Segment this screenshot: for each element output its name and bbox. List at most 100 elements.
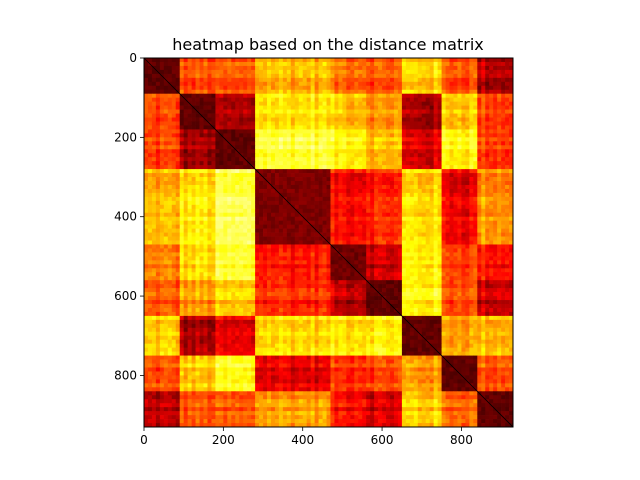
heatmap-cell xyxy=(215,181,220,186)
heatmap-cell xyxy=(350,177,355,182)
heatmap-cell xyxy=(191,244,196,249)
heatmap-cell xyxy=(497,113,502,118)
heatmap-cell xyxy=(203,125,208,130)
heatmap-cell xyxy=(374,224,379,229)
heatmap-cell xyxy=(274,61,280,67)
heatmap-cell xyxy=(199,173,204,178)
heatmap-cell xyxy=(302,196,308,202)
heatmap-cell xyxy=(207,157,212,162)
heatmap-cell xyxy=(465,69,470,75)
heatmap-cell xyxy=(457,165,462,170)
heatmap-cell xyxy=(445,129,450,134)
heatmap-cell xyxy=(449,177,454,182)
heatmap-cell xyxy=(386,169,391,174)
heatmap-cell xyxy=(449,204,454,210)
heatmap-cell xyxy=(167,97,173,102)
heatmap-cell xyxy=(370,105,375,110)
heatmap-cell xyxy=(354,161,359,166)
heatmap-cell xyxy=(445,169,450,174)
heatmap-cell xyxy=(255,125,260,130)
heatmap-cell xyxy=(445,153,450,158)
heatmap-cell xyxy=(354,240,359,245)
heatmap-cell xyxy=(175,141,181,146)
heatmap-cell xyxy=(350,141,355,146)
heatmap-cell xyxy=(465,232,470,237)
heatmap-cell xyxy=(342,244,347,249)
heatmap-cell xyxy=(179,224,185,229)
heatmap-cell xyxy=(259,248,264,253)
heatmap-cell xyxy=(437,129,442,134)
heatmap-cell xyxy=(219,173,224,178)
heatmap-cell xyxy=(163,212,169,218)
heatmap-cell xyxy=(485,93,490,99)
heatmap-cell xyxy=(290,97,296,102)
heatmap-cell xyxy=(294,228,300,233)
heatmap-cell xyxy=(445,93,450,99)
heatmap-cell xyxy=(175,212,181,218)
heatmap-cell xyxy=(243,58,248,63)
heatmap-cell xyxy=(144,113,149,118)
heatmap-cell xyxy=(187,105,192,110)
heatmap-cell xyxy=(159,121,165,126)
heatmap-cell xyxy=(219,117,224,122)
heatmap-cell xyxy=(417,181,423,186)
heatmap-cell xyxy=(247,93,252,99)
heatmap-cell xyxy=(219,141,224,146)
heatmap-cell xyxy=(477,149,482,154)
heatmap-cell xyxy=(457,177,462,182)
heatmap-cell xyxy=(255,208,260,214)
heatmap-cell xyxy=(469,212,474,218)
heatmap-cell xyxy=(219,165,224,170)
heatmap-cell xyxy=(243,177,248,182)
heatmap-cell xyxy=(223,101,228,106)
heatmap-cell xyxy=(334,73,339,79)
heatmap-cell xyxy=(425,216,431,222)
heatmap-cell xyxy=(497,224,502,229)
heatmap-cell xyxy=(239,268,244,273)
heatmap-cell xyxy=(215,65,220,71)
heatmap-cell xyxy=(318,89,323,95)
heatmap-cell xyxy=(298,129,304,134)
heatmap-cell xyxy=(179,165,185,170)
heatmap-cell xyxy=(231,133,236,138)
heatmap-cell xyxy=(263,93,268,99)
heatmap-cell xyxy=(278,196,284,202)
heatmap-cell xyxy=(199,117,204,122)
heatmap-cell xyxy=(437,101,442,106)
heatmap-cell xyxy=(485,200,490,206)
heatmap-cell xyxy=(481,220,486,225)
heatmap-cell xyxy=(215,89,220,95)
heatmap-cell xyxy=(473,212,478,218)
heatmap-cell xyxy=(509,81,514,87)
heatmap-cell xyxy=(191,200,196,206)
heatmap-cell xyxy=(211,248,216,253)
heatmap-cell xyxy=(255,85,260,91)
heatmap-cell xyxy=(390,65,395,71)
heatmap-cell xyxy=(322,61,327,67)
heatmap-cell xyxy=(322,85,327,91)
heatmap-cell xyxy=(259,264,264,269)
heatmap-cell xyxy=(274,177,280,182)
heatmap-cell xyxy=(505,165,510,170)
heatmap-cell xyxy=(187,184,192,190)
heatmap-cell xyxy=(509,125,514,130)
heatmap-cell xyxy=(453,173,458,178)
heatmap-cell xyxy=(207,89,212,95)
heatmap-cell xyxy=(421,105,427,110)
heatmap-cell xyxy=(207,212,212,218)
heatmap-cell xyxy=(493,232,498,237)
heatmap-cell xyxy=(433,69,438,75)
heatmap-cell xyxy=(433,73,438,79)
heatmap-cell xyxy=(179,244,185,249)
heatmap-cell xyxy=(429,224,434,229)
heatmap-cell xyxy=(330,109,335,114)
heatmap-cell xyxy=(191,58,196,63)
heatmap-cell xyxy=(274,224,280,229)
heatmap-cell xyxy=(505,252,510,257)
heatmap-cell xyxy=(294,173,300,178)
heatmap-cell xyxy=(215,200,220,206)
heatmap-cell xyxy=(167,73,173,79)
heatmap-cell xyxy=(322,133,327,138)
heatmap-cell xyxy=(465,173,470,178)
heatmap-cell xyxy=(338,236,343,241)
